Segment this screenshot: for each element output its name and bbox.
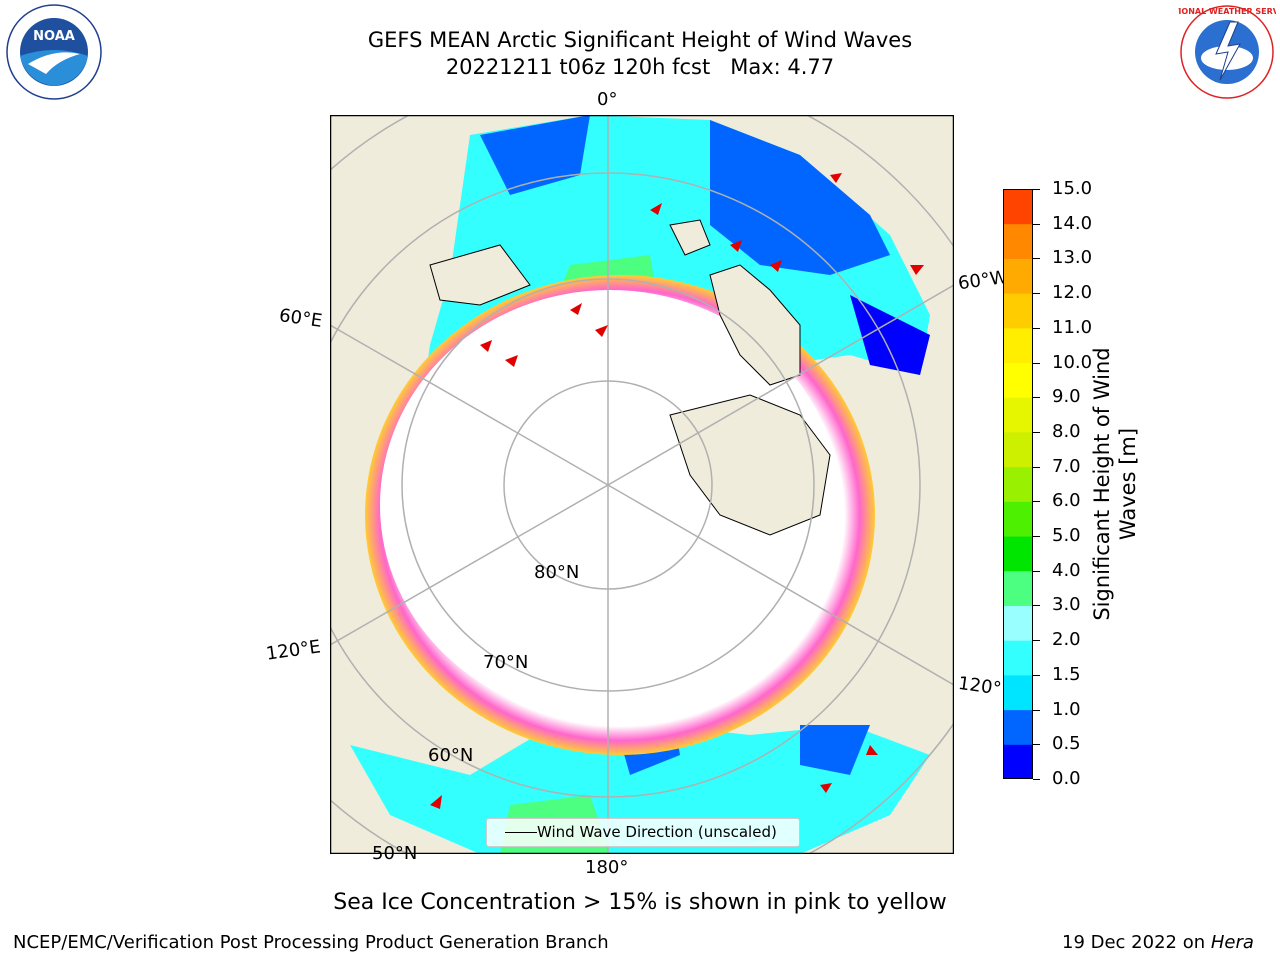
colorbar-tick-label: 15.0 (1052, 178, 1093, 199)
nws-logo: NATIONAL WEATHER SERVICE (1178, 5, 1276, 99)
footer-date: 19 Dec 2022 on Hera (1062, 932, 1254, 953)
meridian-120e (330, 484, 609, 646)
colorbar-tick-label: 9.0 (1052, 386, 1081, 408)
colorbar-tick-label: 8.0 (1052, 420, 1081, 442)
meridian-60e (330, 324, 609, 486)
wind-arrows (430, 173, 924, 809)
colorbar-tick-mark (1033, 431, 1040, 433)
wave-field-gulf-alaska (800, 725, 870, 775)
colorbar-tick-mark (1033, 501, 1040, 503)
colorbar-tick-mark (1033, 258, 1040, 260)
colorbar-tick-mark (1033, 189, 1040, 190)
scandinavia-area (429, 244, 531, 306)
colorbar-segment (1003, 709, 1033, 745)
colorbar-tick-mark (1033, 362, 1040, 364)
colorbar-segment (1003, 223, 1033, 259)
colorbar-segment (1003, 466, 1033, 502)
colorbar-segment (1003, 258, 1033, 294)
colorbar-segment (1003, 189, 1033, 225)
colorbar-tick-label: 11.0 (1052, 316, 1093, 338)
wave-field-high-2 (480, 115, 590, 195)
lon-label-0: 0° (597, 89, 618, 110)
colorbar-segment (1003, 744, 1033, 779)
lat-label-70n: 70°N (483, 652, 529, 673)
colorbar-tick-label: 5.0 (1052, 525, 1081, 547)
chart-title: GEFS MEAN Arctic Significant Height of W… (367, 28, 913, 52)
footer-date-text: 19 Dec 2022 on (1062, 932, 1211, 953)
colorbar-segment (1003, 397, 1033, 433)
legend-line-icon (505, 832, 537, 833)
colorbar-tick-mark (1033, 570, 1040, 572)
colorbar-segment (1003, 536, 1033, 572)
colorbar-segment (1003, 362, 1033, 398)
wave-field-high-1 (710, 120, 890, 275)
colorbar-tick-mark (1033, 779, 1040, 780)
sea-ice-note: Sea Ice Concentration > 15% is shown in … (333, 890, 947, 915)
colorbar-segment (1003, 674, 1033, 711)
colorbar-segment (1003, 431, 1033, 468)
greenland-area (669, 394, 831, 536)
lat-label-50n: 50°N (372, 843, 418, 864)
chart-subtitle: 20221211 t06z 120h fcst Max: 4.77 (445, 55, 835, 79)
colorbar-segment (1003, 327, 1033, 364)
noaa-logo: NOAA (6, 4, 102, 100)
footer-host: Hera (1210, 932, 1254, 953)
colorbar-tick-label: 1.0 (1052, 698, 1081, 720)
colorbar-tick-mark (1033, 397, 1040, 399)
colorbar-tick-label: 4.0 (1052, 559, 1081, 581)
colorbar-tick-mark (1033, 674, 1040, 676)
colorbar-tick-mark (1033, 744, 1040, 746)
footer-credit: NCEP/EMC/Verification Post Processing Pr… (13, 932, 609, 953)
colorbar-label: Significant Height of Wind Waves [m] (1090, 347, 1140, 621)
lon-label-120e: 120°E (264, 636, 322, 665)
colorbar-tick-label: 0.5 (1052, 733, 1081, 755)
colorbar-tick-label: 6.0 (1052, 490, 1081, 512)
colorbar-tick-mark (1033, 223, 1040, 225)
noaa-logo-text: NOAA (33, 29, 75, 44)
lat-label-80n: 80°N (534, 562, 580, 583)
colorbar-tick-mark (1033, 536, 1040, 538)
colorbar (1003, 189, 1033, 779)
map-legend: Wind Wave Direction (unscaled) (486, 818, 800, 847)
meridian-60w (607, 284, 954, 486)
colorbar-tick-label: 2.0 (1052, 629, 1081, 651)
nws-logo-text: NATIONAL WEATHER SERVICE (1178, 7, 1276, 16)
colorbar-tick-label: 7.0 (1052, 455, 1081, 477)
colorbar-segment (1003, 640, 1033, 676)
colorbar-segment (1003, 293, 1033, 329)
colorbar-tick-mark (1033, 293, 1040, 295)
greenland (709, 264, 801, 386)
colorbar-tick-label: 1.5 (1052, 663, 1081, 685)
colorbar-tick-mark (1033, 605, 1040, 607)
colorbar-tick-label: 3.0 (1052, 594, 1081, 616)
colorbar-segment (1003, 605, 1033, 641)
colorbar-segment (1003, 501, 1033, 537)
colorbar-tick-label: 10.0 (1052, 351, 1093, 373)
colorbar-tick-mark (1033, 327, 1040, 329)
colorbar-tick-label: 12.0 (1052, 282, 1093, 304)
colorbar-tick-label: 13.0 (1052, 247, 1093, 269)
lon-label-60w: 60°W (956, 266, 1009, 295)
arctic-map (330, 115, 954, 854)
colorbar-tick-mark (1033, 466, 1040, 468)
iceland (669, 219, 711, 256)
lon-label-180: 180° (585, 857, 629, 878)
colorbar-tick-mark (1033, 640, 1040, 642)
colorbar-tick-label: 0.0 (1052, 768, 1081, 789)
lon-label-60e: 60°E (277, 305, 324, 332)
lat-label-60n: 60°N (428, 745, 474, 766)
legend-label: Wind Wave Direction (unscaled) (537, 823, 777, 841)
colorbar-tick-mark (1033, 709, 1040, 711)
colorbar-segment (1003, 570, 1033, 606)
meridian-120w (607, 484, 954, 686)
colorbar-tick-label: 14.0 (1052, 212, 1093, 234)
